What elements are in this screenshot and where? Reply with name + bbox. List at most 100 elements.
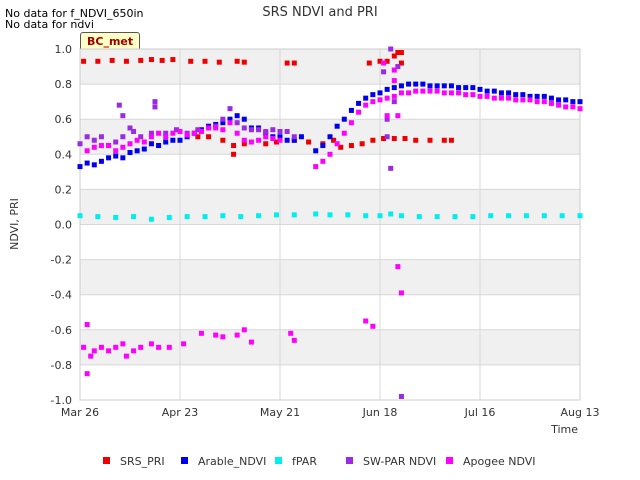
point-srs-pri: [123, 58, 129, 64]
point-fpar: [506, 213, 512, 219]
y-tick-label: -1.0: [51, 394, 72, 407]
point-arable-ndvi: [120, 155, 126, 161]
y-tick-label: 0.6: [55, 113, 73, 126]
point-apogee-ndvi: [156, 130, 162, 136]
point-fpar: [577, 213, 583, 219]
point-apogee-ndvi: [427, 88, 433, 94]
point-srs-pri: [188, 58, 194, 64]
point-fpar: [470, 214, 476, 220]
point-apogee-ndvi: [356, 109, 362, 115]
point-apogee-ndvi: [456, 90, 462, 96]
point-srs-pri: [284, 60, 290, 66]
point-apogee-ndvi: [370, 99, 376, 105]
point-fpar: [256, 213, 262, 219]
y-tick-label: 0.0: [55, 219, 73, 232]
point-srs-pri: [234, 58, 240, 64]
point-fpar: [388, 211, 394, 217]
point-arable-ndvi: [498, 90, 504, 96]
point-apogee-ndvi: [441, 90, 447, 96]
y-tick-label: -0.8: [51, 359, 72, 372]
point-sw-par-ndvi: [234, 120, 240, 126]
point-arable-ndvi: [241, 116, 247, 122]
point-fpar: [184, 214, 190, 220]
point-fpar: [363, 213, 369, 219]
point-fpar: [95, 214, 101, 220]
point-apogee-ndvi: [113, 344, 119, 350]
point-apogee-ndvi: [213, 125, 219, 131]
point-arable-ndvi: [448, 83, 454, 89]
point-apogee-ndvi: [434, 88, 440, 94]
point-srs-pri: [109, 57, 115, 63]
point-arable-ndvi: [377, 90, 383, 96]
legend-swatch-apogee-ndvi: [446, 457, 453, 464]
point-srs-pri: [395, 50, 401, 56]
point-arable-ndvi: [134, 148, 140, 154]
point-sw-par-ndvi: [120, 134, 126, 140]
point-apogee-ndvi: [398, 290, 404, 296]
y-tick-label: 1.0: [55, 43, 73, 56]
point-apogee-ndvi: [391, 78, 397, 84]
point-srs-pri: [384, 58, 390, 64]
point-sw-par-ndvi: [388, 165, 394, 171]
legend-label-fpar: fPAR: [292, 455, 317, 468]
point-apogee-ndvi: [91, 144, 97, 150]
point-apogee-ndvi: [170, 130, 176, 136]
point-arable-ndvi: [527, 93, 533, 99]
point-srs-pri: [202, 58, 208, 64]
point-srs-pri: [216, 59, 222, 65]
point-arable-ndvi: [477, 86, 483, 92]
point-apogee-ndvi: [395, 113, 401, 119]
point-arable-ndvi: [156, 143, 162, 149]
point-arable-ndvi: [363, 95, 369, 101]
point-apogee-ndvi: [556, 102, 562, 108]
point-sw-par-ndvi: [152, 99, 158, 105]
point-srs-pri: [448, 137, 454, 143]
point-sw-par-ndvi: [284, 128, 290, 134]
point-fpar: [148, 216, 154, 222]
point-apogee-ndvi: [463, 92, 469, 98]
point-apogee-ndvi: [163, 134, 169, 140]
point-arable-ndvi: [420, 81, 426, 87]
point-apogee-ndvi: [84, 371, 90, 377]
point-sw-par-ndvi: [84, 134, 90, 140]
no-data-note-2: No data for ndvi: [5, 18, 94, 31]
plot-frame: [79, 48, 581, 401]
point-apogee-ndvi: [348, 120, 354, 126]
point-apogee-ndvi: [391, 93, 397, 99]
point-arable-ndvi: [577, 99, 583, 105]
point-fpar: [345, 212, 351, 218]
point-apogee-ndvi: [131, 348, 137, 354]
point-apogee-ndvi: [491, 95, 497, 101]
point-sw-par-ndvi: [220, 116, 226, 122]
point-apogee-ndvi: [88, 353, 94, 359]
point-apogee-ndvi: [288, 330, 294, 336]
point-arable-ndvi: [313, 148, 319, 154]
x-tick-label: Jul 16: [464, 406, 496, 419]
point-apogee-ndvi: [498, 95, 504, 101]
point-sw-par-ndvi: [163, 130, 169, 136]
point-arable-ndvi: [506, 90, 512, 96]
point-apogee-ndvi: [327, 151, 333, 157]
point-sw-par-ndvi: [277, 128, 283, 134]
point-arable-ndvi: [298, 134, 304, 140]
point-arable-ndvi: [170, 137, 176, 143]
point-sw-par-ndvi: [381, 69, 387, 75]
point-sw-par-ndvi: [270, 127, 276, 133]
point-arable-ndvi: [91, 162, 97, 168]
point-apogee-ndvi: [234, 332, 240, 338]
point-apogee-ndvi: [184, 132, 190, 138]
point-apogee-ndvi: [248, 339, 254, 345]
point-apogee-ndvi: [363, 102, 369, 108]
point-sw-par-ndvi: [173, 127, 179, 133]
legend-swatch-fpar: [275, 457, 282, 464]
y-tick-label: -0.4: [51, 289, 72, 302]
point-sw-par-ndvi: [98, 134, 104, 140]
point-sw-par-ndvi: [256, 127, 262, 133]
point-srs-pri: [291, 60, 297, 66]
point-arable-ndvi: [470, 85, 476, 91]
point-srs-pri: [195, 134, 201, 140]
point-srs-pri: [381, 136, 387, 142]
point-fpar: [541, 213, 547, 219]
point-arable-ndvi: [84, 160, 90, 166]
point-fpar: [166, 214, 172, 220]
